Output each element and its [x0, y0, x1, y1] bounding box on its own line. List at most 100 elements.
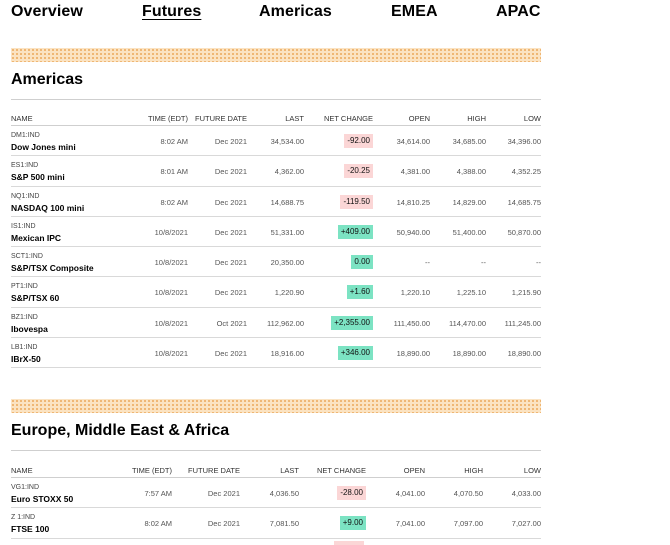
open-value: --	[425, 258, 430, 268]
col-time: TIME (EDT)	[132, 466, 172, 475]
table-row[interactable]: NQ1:IND NASDAQ 100 mini 8:02 AM Dec 2021 14,…	[11, 187, 541, 217]
ticker-symbol[interactable]: SCT1:IND	[11, 253, 43, 261]
instrument-name[interactable]: FTSE 100	[11, 524, 50, 535]
ticker-symbol[interactable]: LB1:IND	[11, 344, 38, 352]
instrument-name[interactable]: Mexican IPC	[11, 232, 62, 243]
open-value: 4,041.00	[395, 489, 425, 498]
nav-overview[interactable]: Overview	[11, 3, 83, 20]
net-change-badge: 0.00	[351, 255, 373, 270]
instrument-name[interactable]: Euro STOXX 50	[11, 494, 74, 504]
table-row[interactable]: VG1:IND Euro STOXX 50 7:57 AM Dec 2021 4,036…	[11, 478, 541, 509]
open-value: 4,381.00	[400, 167, 430, 177]
section-rule	[11, 450, 541, 451]
low-value: 50,870.00	[507, 227, 541, 237]
table-row[interactable]: PT1:IND S&P/TSX 60 10/8/2021 Dec 2021 1,220.…	[11, 277, 541, 308]
section-title-emea: Europe, Middle East & Africa	[11, 422, 230, 439]
low-value: 4,352.25	[511, 167, 541, 177]
emea-table: NAME TIME (EDT) FUTURE DATE LAST NET CHA…	[11, 452, 541, 539]
table-row[interactable]: ES1:IND S&P 500 mini 8:01 AM Dec 2021 4,362.…	[11, 156, 541, 187]
net-change-badge: +1.60	[346, 285, 373, 300]
table-row[interactable]: Z 1:IND FTSE 100 8:02 AM Dec 2021 7,081.50 +9…	[11, 508, 541, 539]
future-date-value: Dec 2021	[214, 349, 247, 359]
low-value: --	[536, 258, 541, 268]
instrument-name[interactable]: Ibovespa	[11, 323, 48, 334]
time-value: 10/8/2021	[154, 288, 188, 298]
nav-futures[interactable]: Futures	[142, 3, 202, 20]
col-high: HIGH	[464, 466, 483, 475]
open-value: 7,041.00	[395, 519, 425, 529]
table-row[interactable]: SCT1:IND S&P/TSX Composite 10/8/2021 Dec 20…	[11, 247, 541, 278]
net-change-badge: +409.00	[337, 224, 373, 239]
low-value: 7,027.00	[511, 519, 541, 529]
instrument-name[interactable]: S&P 500 mini	[11, 172, 65, 183]
instrument-name[interactable]: IBrX-50	[11, 354, 41, 365]
time-value: 8:02 AM	[160, 137, 188, 146]
net-change-badge: -28.00	[337, 486, 366, 500]
high-value: 7,097.00	[453, 519, 483, 529]
section-divider-band	[11, 399, 541, 413]
col-high: HIGH	[467, 114, 486, 123]
ticker-symbol[interactable]: Z 1:IND	[11, 514, 36, 522]
high-value: 34,685.00	[452, 137, 486, 146]
last-value: 51,331.00	[270, 227, 304, 237]
time-value: 8:02 AM	[160, 197, 188, 207]
last-value: 4,036.50	[269, 489, 299, 498]
col-open: OPEN	[408, 114, 430, 123]
open-value: 14,810.25	[396, 197, 430, 207]
net-change-badge: -119.50	[340, 194, 373, 209]
high-value: 14,829.00	[452, 197, 486, 207]
table-row[interactable]: IS1:IND Mexican IPC 10/8/2021 Dec 2021 51,33…	[11, 217, 541, 248]
last-value: 112,962.00	[267, 318, 304, 328]
nav-americas[interactable]: Americas	[259, 3, 332, 20]
col-low: LOW	[523, 466, 541, 475]
nav-apac[interactable]: APAC	[496, 3, 541, 20]
low-value: 111,245.00	[504, 318, 541, 328]
net-change-badge: +346.00	[337, 346, 373, 361]
col-future-date: FUTURE DATE	[195, 114, 247, 123]
col-name: NAME	[11, 466, 33, 475]
ticker-symbol[interactable]: PT1:IND	[11, 283, 38, 291]
time-value: 7:57 AM	[144, 489, 172, 498]
net-change-badge: -92.00	[344, 134, 373, 148]
col-net-change: NET CHANGE	[316, 466, 366, 475]
high-value: 1,225.10	[456, 288, 486, 298]
instrument-name[interactable]: Dow Jones mini	[11, 142, 76, 152]
col-low: LOW	[523, 114, 541, 123]
instrument-name[interactable]: NASDAQ 100 mini	[11, 202, 85, 213]
last-value: 14,688.75	[270, 197, 304, 207]
time-value: 10/8/2021	[154, 349, 188, 359]
section-title-americas: Americas	[11, 71, 84, 88]
open-value: 1,220.10	[400, 288, 430, 298]
table-row[interactable]: BZ1:IND Ibovespa 10/8/2021 Oct 2021 112,962.…	[11, 308, 541, 339]
high-value: 4,070.50	[453, 489, 483, 498]
ticker-symbol[interactable]: IS1:IND	[11, 222, 36, 230]
ticker-symbol[interactable]: VG1:IND	[11, 484, 40, 491]
open-value: 18,890.00	[396, 349, 430, 359]
ticker-symbol[interactable]: NQ1:IND	[11, 192, 40, 200]
table-header: NAME TIME (EDT) FUTURE DATE LAST NET CHA…	[11, 452, 541, 478]
future-date-value: Dec 2021	[214, 258, 247, 268]
last-value: 34,534.00	[270, 137, 304, 146]
open-value: 34,614.00	[396, 137, 430, 146]
high-value: 4,388.00	[456, 167, 486, 177]
time-value: 10/8/2021	[154, 318, 188, 328]
last-value: 1,220.90	[274, 288, 304, 298]
ticker-symbol[interactable]: ES1:IND	[11, 162, 39, 170]
ticker-symbol[interactable]: DM1:IND	[11, 132, 40, 139]
future-date-value: Oct 2021	[216, 318, 247, 328]
instrument-name[interactable]: S&P/TSX Composite	[11, 263, 94, 274]
net-change-badge: +2,355.00	[331, 315, 373, 330]
future-date-value: Dec 2021	[214, 137, 247, 146]
last-value: 20,350.00	[270, 258, 304, 268]
net-change-badge-partial	[334, 541, 364, 545]
last-value: 4,362.00	[274, 167, 304, 177]
ticker-symbol[interactable]: BZ1:IND	[11, 313, 38, 321]
table-row[interactable]: LB1:IND IBrX-50 10/8/2021 Dec 2021 18,916.00…	[11, 338, 541, 369]
table-row[interactable]: DM1:IND Dow Jones mini 8:02 AM Dec 2021 34,5…	[11, 126, 541, 157]
col-future-date: FUTURE DATE	[188, 466, 240, 475]
future-date-value: Dec 2021	[207, 519, 240, 529]
instrument-name[interactable]: S&P/TSX 60	[11, 293, 60, 304]
nav-emea[interactable]: EMEA	[391, 3, 438, 20]
table-header: NAME TIME (EDT) FUTURE DATE LAST NET CHA…	[11, 100, 541, 126]
